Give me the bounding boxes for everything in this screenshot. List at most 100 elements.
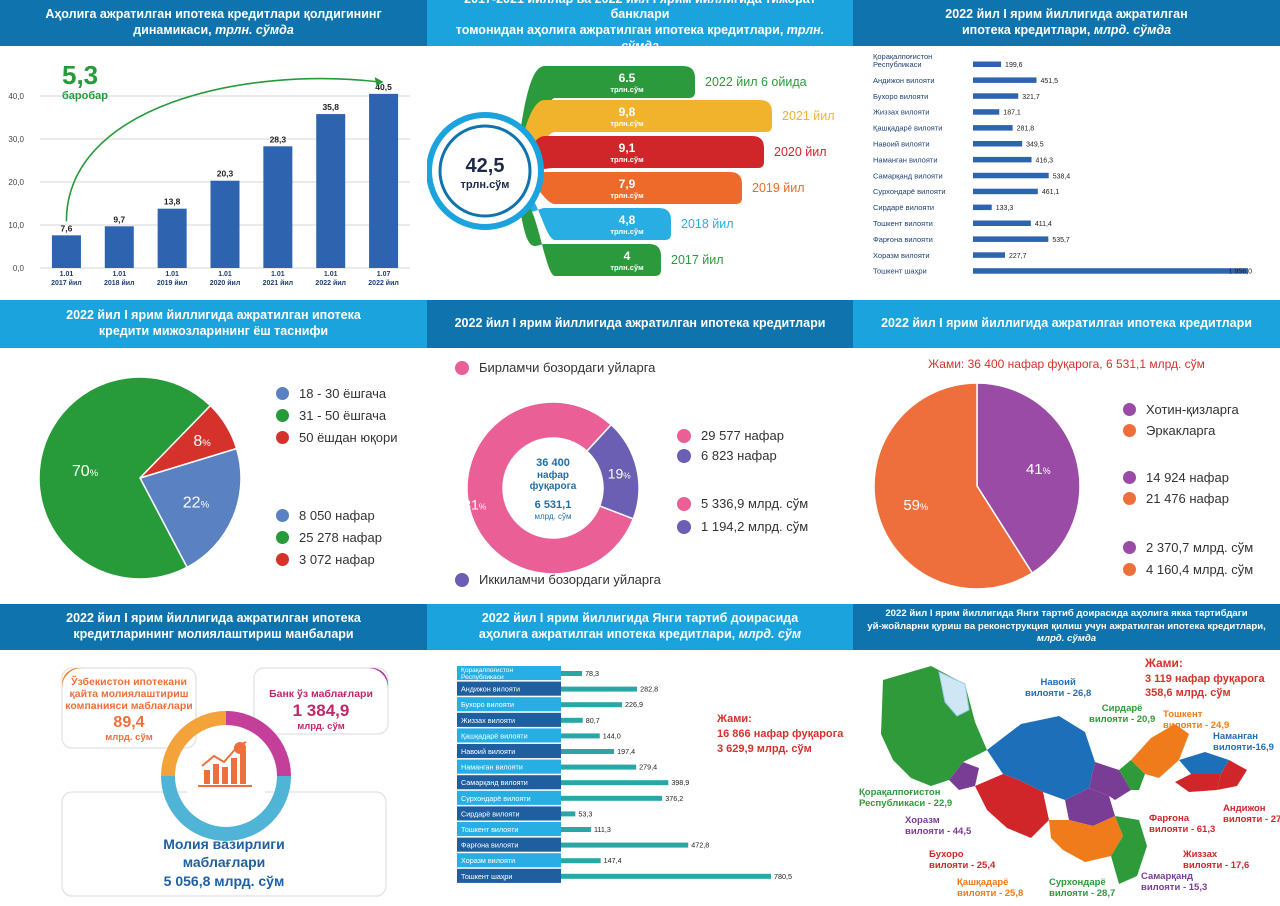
category-label: Қорақалпоғистон — [873, 52, 932, 61]
bar-value-label: 13,8 — [164, 197, 181, 207]
panel-individual-housing-map: 2022 йил I ярим йиллигида Янги тартиб до… — [853, 604, 1280, 906]
region-bar — [973, 125, 1013, 131]
panel-financing-sources: 2022 йил I ярим йиллигида ажратилган ипо… — [0, 604, 427, 906]
new-order-total-amount: 3 629,9 млрд. сўм — [717, 742, 812, 755]
region-bar-value: 535,7 — [1052, 237, 1070, 244]
map-region-value: вилояти - 20,9 — [1089, 713, 1156, 725]
ministry-line1: Молия вазирлиги — [163, 836, 285, 852]
legend-dot — [1123, 471, 1136, 484]
map-region-khorezm — [949, 762, 979, 790]
legend-dot — [1123, 541, 1136, 554]
map-region-samarkand — [1065, 788, 1115, 826]
category-cell — [457, 666, 561, 681]
map-region-value: вилояти - 25,8 — [957, 887, 1024, 899]
legend-dot — [455, 360, 469, 375]
region-bar — [973, 77, 1037, 83]
region-bar-value: 376,2 — [665, 794, 683, 803]
map-region-kashkadarya — [1049, 816, 1123, 862]
legend-dot — [677, 496, 691, 511]
legend-text: Иккиламчи бозордаги уйларга — [479, 572, 661, 587]
bar-value-label: 40,5 — [375, 82, 392, 92]
count-label: 3 072 нафар — [299, 552, 375, 567]
category-label: Самарқанд вилояти — [461, 778, 528, 787]
region-bar-value: 147,4 — [604, 856, 622, 865]
growth-label: баробар — [62, 90, 108, 102]
ribbon-year-label: 2017 йил — [671, 253, 724, 267]
legend-dot — [1123, 424, 1136, 437]
category-cell — [457, 837, 561, 852]
panel-title-line1: 2022 йил I ярим йиллигида ажратилган ипо… — [66, 611, 361, 626]
category-label: Қорақалпоғистон — [461, 667, 513, 674]
pie-slice — [139, 404, 238, 479]
region-bar — [561, 827, 591, 832]
age-count-item: 25 278 нафар — [276, 530, 382, 545]
category-label: Тошкент шаҳри — [873, 267, 927, 276]
category-label: Андижон вилояти — [873, 76, 935, 85]
map-region-name: Фарғона — [1149, 813, 1189, 824]
donut-center-text: млрд. сўм — [534, 512, 571, 521]
total-value: 42,5 — [466, 155, 505, 177]
region-bar-value: 538,4 — [1053, 173, 1071, 180]
panel-title-line2: ипотека кредитлари, — [961, 23, 1094, 37]
legend-dot — [276, 531, 289, 544]
ministry-text: Молия вазирлиги маблағлари 5 056,8 млрд.… — [62, 836, 386, 891]
ribbon-year-label: 2021 йил — [782, 109, 835, 123]
region-bar-value: 187,1 — [1003, 110, 1021, 117]
panel-title-line1: 2017-2021 йиллар ва 2022 йил I ярим йилл… — [464, 0, 816, 22]
age-legend-item: 31 - 50 ёшгача — [276, 408, 386, 423]
category-label: Бухоро вилояти — [461, 700, 514, 709]
new-order-total: Жами: 16 866 нафар фуқарога 3 629,9 млрд… — [717, 712, 843, 757]
panel-title-line1: 2022 йил I ярим йиллигида ажратилган — [945, 7, 1188, 22]
bank-own-box — [253, 667, 389, 735]
map-region-name: Қашқадарё — [957, 877, 1009, 888]
map-region-fergana — [1175, 774, 1221, 792]
category-label: Наманган вилояти — [461, 763, 523, 772]
map-region-value: вилояти - 44,5 — [905, 825, 972, 837]
map-region-name: Самарқанд — [1141, 871, 1194, 882]
region-bar — [561, 702, 623, 708]
category-label: Навоий вилояти — [873, 140, 930, 149]
map-region-aral — [938, 671, 970, 717]
map-region-label: Навоий вилояти - 26,8 — [1025, 677, 1091, 700]
year-ribbon — [519, 66, 695, 151]
map-region-label: Сурхондарё вилояти - 28,7 — [1049, 877, 1116, 900]
category-label: Сирдарё вилояти — [461, 809, 520, 818]
map-region-value: вилояти - 28,7 — [1049, 887, 1116, 899]
uzbek-mortgage-text: Ўзбекистон ипотекани қайта молиялаштириш… — [62, 676, 196, 744]
panel-mortgage-by-region: 2022 йил I ярим йиллигида ажратилган ипо… — [853, 0, 1280, 300]
region-bar-value: 199,6 — [1005, 62, 1023, 69]
legend-text: Бирламчи бозордаги уйларга — [479, 360, 656, 375]
bar — [210, 180, 240, 268]
legend-dot — [455, 572, 469, 587]
region-bar — [561, 764, 637, 770]
map-region-name: Бухоро — [929, 849, 964, 860]
x-tick-label-bottom: 2018 йил — [104, 279, 135, 287]
new-order-total-people: 16 866 нафар фуқарога — [717, 727, 844, 740]
legend-dot — [1123, 492, 1136, 505]
panel-header: 2022 йил I ярим йиллигида ажратилган ипо… — [0, 604, 427, 650]
men-amount: 4 160,4 млрд. сўм — [1123, 562, 1253, 577]
map-region-label: Тошкент вилояти - 24,9 — [1163, 709, 1229, 732]
region-bar-value: 279,4 — [639, 763, 657, 772]
bank-own-unit: млрд. сўм — [297, 720, 345, 732]
region-bar — [561, 671, 583, 676]
ministry-line2: маблағлари — [182, 853, 266, 870]
uzbek-mortgage-line2: қайта молиялаштириш — [69, 688, 189, 701]
category-label: Андижон вилояти — [461, 685, 520, 694]
region-bar-value: 197,4 — [617, 747, 635, 756]
region-bar — [561, 717, 583, 723]
bar — [51, 235, 81, 268]
legend-text: 14 924 нафар — [1146, 470, 1229, 485]
ribbon-value: 9,1 — [619, 141, 636, 155]
panel-title-line2: динамикаси, — [133, 23, 216, 37]
ribbon-year-label: 2018 йил — [681, 217, 734, 231]
donut-center-text: 6 531,1 — [535, 499, 572, 511]
region-bar-value: 451,5 — [1040, 78, 1058, 85]
category-cell — [457, 712, 561, 727]
panel-title-unit: млрд. сўмда — [1036, 633, 1097, 645]
category-label: Тошкент вилояти — [873, 219, 933, 228]
map-total-amount: 358,6 млрд. сўм — [1145, 686, 1231, 699]
pie-slice — [873, 382, 1034, 590]
region-bar — [973, 172, 1049, 179]
ribbon-unit: трлн.сўм — [610, 227, 644, 236]
